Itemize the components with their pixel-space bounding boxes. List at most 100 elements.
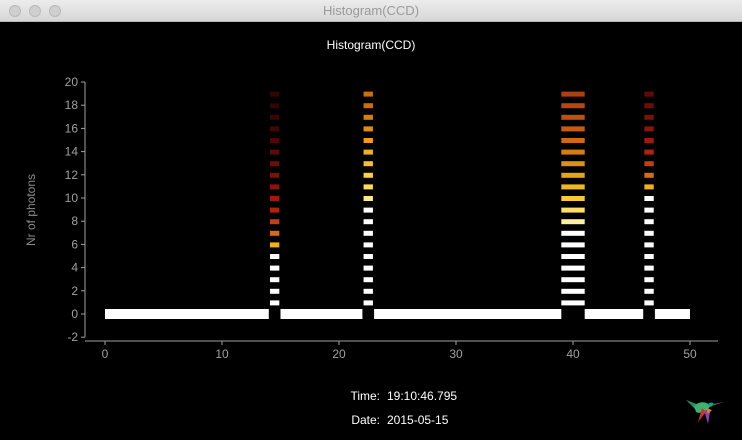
photon-bin[interactable] [644, 277, 654, 283]
photon-bin[interactable] [363, 265, 373, 271]
photon-bin[interactable] [269, 300, 280, 306]
y-tick-label: 10 [65, 191, 79, 205]
photon-bin[interactable] [561, 254, 585, 259]
photon-bin[interactable] [644, 288, 654, 294]
photon-bin[interactable] [363, 230, 373, 236]
photon-bin[interactable] [644, 114, 654, 120]
date-label: Date: [351, 413, 380, 427]
zoom-window-button[interactable] [49, 5, 61, 17]
photon-bin[interactable] [644, 242, 654, 248]
photon-bin[interactable] [269, 91, 280, 97]
photon-bin[interactable] [269, 196, 280, 201]
photon-bin[interactable] [363, 219, 373, 225]
photon-bin[interactable] [561, 196, 585, 201]
hummingbird-icon [686, 400, 724, 424]
photon-bin[interactable] [269, 265, 280, 271]
photon-bin[interactable] [269, 207, 280, 213]
photon-bin[interactable] [644, 300, 654, 306]
photon-bin[interactable] [269, 138, 280, 143]
photon-bin[interactable] [269, 242, 280, 248]
photon-bin[interactable] [561, 242, 585, 248]
photon-bin[interactable] [363, 184, 373, 190]
photon-bin[interactable] [363, 114, 373, 120]
photon-bin[interactable] [269, 161, 280, 167]
photon-bin[interactable] [363, 207, 373, 213]
photon-bin[interactable] [561, 91, 585, 97]
photon-bin[interactable] [269, 184, 280, 190]
photon-bin[interactable] [561, 114, 585, 120]
y-tick-label: 16 [65, 121, 79, 135]
photon-bin[interactable] [269, 126, 280, 132]
y-axis-label: Nr of photons [24, 174, 38, 246]
photon-bin[interactable] [363, 161, 373, 167]
photon-bin[interactable] [561, 300, 585, 306]
x-tick-label: 50 [683, 347, 697, 361]
photon-bin[interactable] [363, 277, 373, 283]
photon-bin[interactable] [561, 138, 585, 143]
photon-bin[interactable] [269, 172, 280, 178]
photon-bin[interactable] [561, 265, 585, 271]
photon-bin[interactable] [644, 103, 654, 109]
photon-bin[interactable] [644, 207, 654, 213]
photon-bin[interactable] [644, 254, 654, 259]
photon-bin[interactable] [561, 184, 585, 190]
photon-bin[interactable] [644, 126, 654, 132]
y-tick-label: 4 [71, 261, 78, 275]
photon-bin[interactable] [363, 300, 373, 306]
photon-bin[interactable] [269, 149, 280, 155]
photon-bin[interactable] [269, 230, 280, 236]
photon-bin[interactable] [561, 277, 585, 283]
photon-bin[interactable] [644, 219, 654, 225]
photon-bin[interactable] [644, 149, 654, 155]
photon-bin[interactable] [561, 161, 585, 167]
photon-bin[interactable] [561, 126, 585, 132]
photon-bin[interactable] [644, 265, 654, 271]
photon-bin[interactable] [561, 219, 585, 225]
close-window-button[interactable] [9, 5, 21, 17]
photon-bin[interactable] [363, 91, 373, 97]
photon-bin[interactable] [269, 277, 280, 283]
photon-bin[interactable] [644, 161, 654, 167]
baseline-bar[interactable] [654, 309, 690, 319]
y-tick-label: 8 [71, 214, 78, 228]
photon-bin[interactable] [269, 254, 280, 259]
baseline-bar[interactable] [105, 309, 269, 319]
photon-bin[interactable] [561, 149, 585, 155]
photon-bin[interactable] [644, 196, 654, 201]
photon-bin[interactable] [644, 91, 654, 97]
x-tick-label: 40 [566, 347, 580, 361]
photon-bin[interactable] [363, 103, 373, 109]
photon-bin[interactable] [644, 172, 654, 178]
photon-bin[interactable] [269, 288, 280, 294]
photon-bin[interactable] [269, 219, 280, 225]
y-tick-label: 0 [71, 307, 78, 321]
x-tick-label: 0 [102, 347, 109, 361]
photon-bin[interactable] [363, 138, 373, 143]
photon-bin[interactable] [644, 138, 654, 143]
photon-bin[interactable] [363, 288, 373, 294]
photon-bin[interactable] [561, 103, 585, 109]
y-tick-label: 18 [65, 98, 79, 112]
minimize-window-button[interactable] [29, 5, 41, 17]
photon-bin[interactable] [644, 184, 654, 190]
photon-bin[interactable] [644, 230, 654, 236]
photon-bin[interactable] [363, 254, 373, 259]
histogram-chart[interactable]: -2 0 2 4 6 8 10 12 14 16 18 20 0 10 20 30 40 50 Nr of phot… [0, 22, 742, 440]
photon-bin[interactable] [561, 288, 585, 294]
photon-bin[interactable] [561, 172, 585, 178]
photon-bin[interactable] [363, 242, 373, 248]
time-label: Time: [350, 389, 380, 403]
y-tick-label: 2 [71, 284, 78, 298]
baseline-bar[interactable] [584, 309, 644, 319]
photon-bin[interactable] [561, 230, 585, 236]
photon-bin[interactable] [363, 149, 373, 155]
photon-bin[interactable] [363, 196, 373, 201]
photon-bin[interactable] [561, 207, 585, 213]
x-tick-label: 20 [332, 347, 346, 361]
photon-bin[interactable] [363, 126, 373, 132]
baseline-bar[interactable] [280, 309, 363, 319]
photon-bin[interactable] [269, 114, 280, 120]
photon-bin[interactable] [269, 103, 280, 109]
photon-bin[interactable] [363, 172, 373, 178]
baseline-bar[interactable] [374, 309, 562, 319]
